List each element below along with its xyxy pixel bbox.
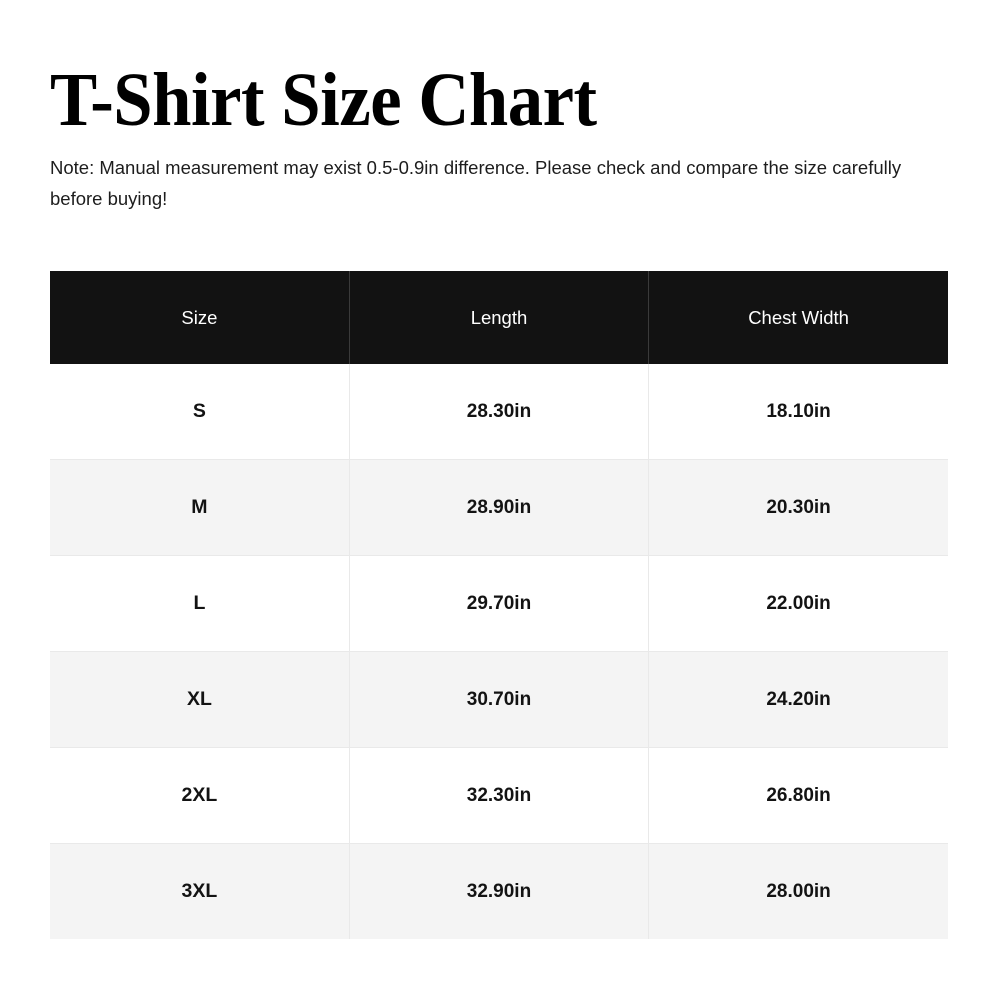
cell-chest-width: 24.20in [648,651,948,748]
table-row: 3XL 32.90in 28.00in [50,843,948,939]
cell-length: 28.90in [349,459,650,556]
column-header-size: Size [50,271,350,364]
cell-length: 30.70in [349,651,650,748]
cell-size: 2XL [50,747,350,844]
cell-chest-width: 26.80in [648,747,948,844]
measurement-note: Note: Manual measurement may exist 0.5-0… [50,157,902,209]
table-row: S 28.30in 18.10in [50,364,948,460]
column-header-chest-width: Chest Width [648,271,948,364]
header-block: T-Shirt Size Chart Note: Manual measurem… [50,0,950,214]
table-body: S 28.30in 18.10in M 28.90in 20.30in L 29… [50,364,948,939]
cell-length: 32.90in [349,843,650,939]
table-row: M 28.90in 20.30in [50,459,948,556]
column-header-length: Length [349,271,650,364]
size-table-container: Size Length Chest Width S 28.30in 18.10i… [50,271,950,939]
cell-size: 3XL [50,843,350,939]
cell-length: 32.30in [349,747,650,844]
cell-chest-width: 28.00in [648,843,948,939]
cell-size: M [50,459,350,556]
table-row: XL 30.70in 24.20in [50,651,948,748]
cell-chest-width: 18.10in [648,364,948,460]
cell-chest-width: 20.30in [648,459,948,556]
cell-chest-width: 22.00in [648,555,948,652]
cell-size: L [50,555,350,652]
size-chart-table: Size Length Chest Width S 28.30in 18.10i… [50,271,948,939]
table-row: 2XL 32.30in 26.80in [50,747,948,844]
table-row: L 29.70in 22.00in [50,555,948,652]
table-header-row: Size Length Chest Width [50,271,948,364]
cell-size: S [50,364,350,460]
cell-length: 28.30in [349,364,650,460]
table-header: Size Length Chest Width [50,271,948,364]
page-title: T-Shirt Size Chart [50,58,597,142]
cell-length: 29.70in [349,555,650,652]
cell-size: XL [50,651,350,748]
